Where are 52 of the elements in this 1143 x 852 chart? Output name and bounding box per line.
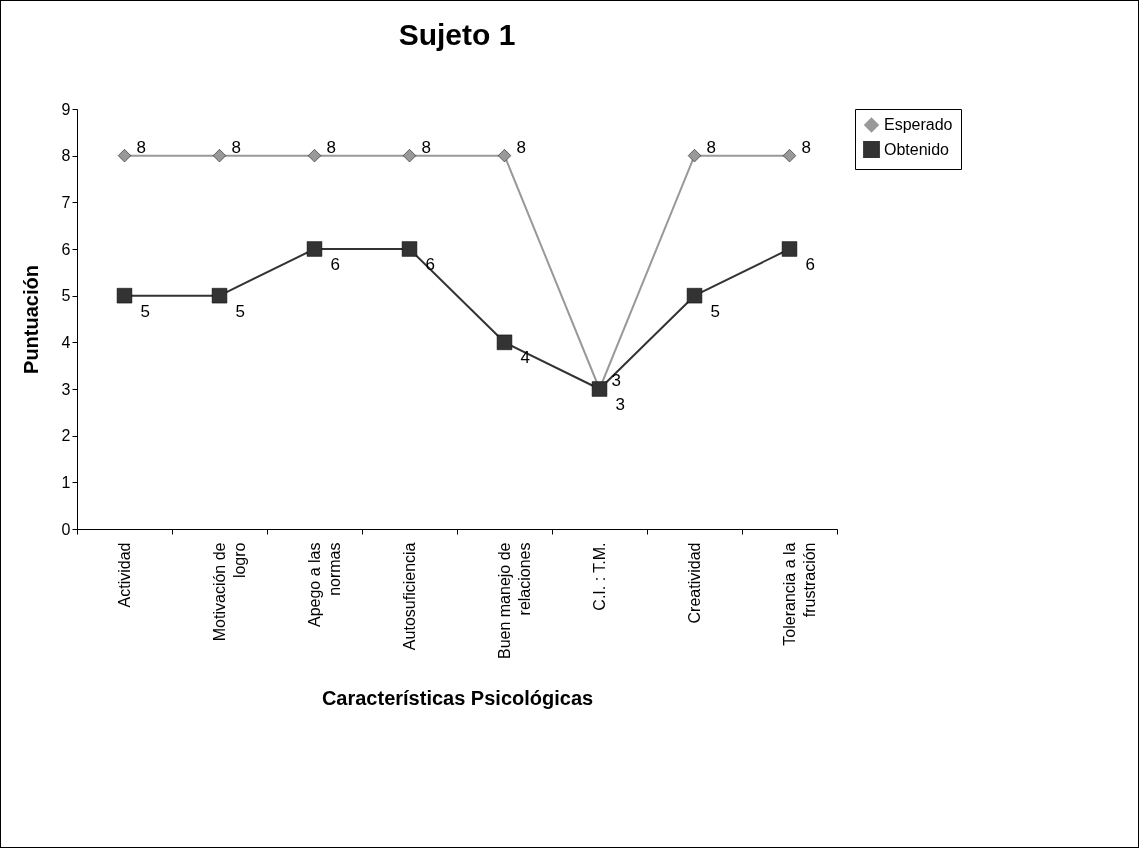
point (782, 149, 797, 163)
data-label: 8 (326, 137, 336, 157)
point (402, 149, 417, 163)
y-tick-label: 4 (61, 333, 71, 351)
y-tick-label: 0 (61, 520, 71, 538)
data-label: 5 (710, 301, 720, 321)
point (687, 149, 702, 163)
legend-label: Obtenido (884, 140, 950, 158)
point (781, 241, 798, 257)
y-tick-label: 7 (61, 193, 71, 211)
data-label: 8 (231, 137, 241, 157)
point (116, 288, 133, 304)
y-tick-label: 3 (61, 380, 71, 398)
data-label: 5 (140, 301, 150, 321)
data-label: 8 (421, 137, 431, 157)
data-label: 5 (235, 301, 245, 321)
point (307, 149, 322, 163)
y-tick-label: 1 (61, 473, 71, 491)
point (686, 288, 703, 304)
y-axis-title: Puntuación (19, 265, 42, 374)
data-label: 8 (136, 137, 146, 157)
point (497, 149, 512, 163)
y-tick-label: 6 (61, 240, 71, 258)
y-tick-label: 8 (61, 147, 71, 165)
data-label: 8 (516, 137, 526, 157)
data-label: 3 (615, 395, 625, 414)
point (401, 241, 418, 257)
x-tick-label: Actividad (116, 542, 133, 608)
point (306, 241, 323, 257)
point (496, 334, 513, 350)
legend-label: Esperado (884, 116, 953, 133)
x-tick-label: Motivación de logro (211, 542, 248, 642)
data-label: 8 (706, 137, 716, 157)
data-label: 6 (805, 255, 815, 274)
x-tick-label: Autosuficiencia (401, 542, 418, 651)
chart-title: Sujeto 1 (398, 18, 516, 51)
y-tick-label: 9 (61, 100, 71, 118)
data-label: 4 (520, 348, 530, 368)
x-tick-label: C.I. : T.M. (591, 542, 608, 611)
data-label: 3 (611, 371, 621, 390)
data-label: 6 (330, 255, 340, 274)
y-tick-label: 2 (61, 427, 71, 445)
x-axis-title: Características Psicológicas (321, 687, 594, 710)
data-label: 8 (801, 137, 811, 157)
point (117, 149, 132, 163)
x-tick-label: Creatividad (686, 542, 703, 624)
x-tick-label: Buen manejo de relaciones (496, 542, 533, 660)
x-tick-label: Apego a las normas (306, 542, 343, 628)
point (212, 149, 227, 163)
point (211, 288, 228, 304)
y-tick-label: 5 (61, 287, 71, 305)
x-tick-label: Tolerancia a la frustración (781, 542, 818, 646)
